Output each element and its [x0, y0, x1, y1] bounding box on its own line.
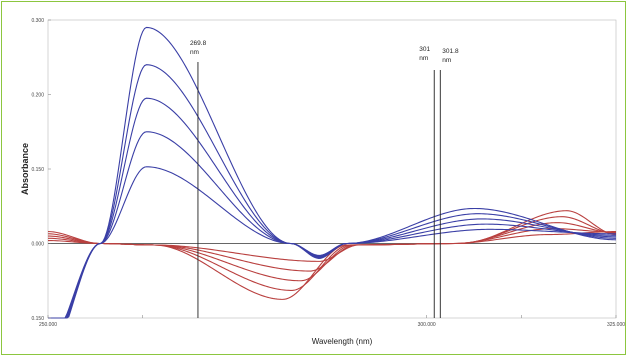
y-tick-label: 0.200 — [31, 93, 44, 99]
plot-area — [47, 19, 617, 319]
y-axis-label: Absorbance — [20, 143, 30, 195]
series-a-line-5 — [48, 166, 616, 319]
series-a-line-4 — [48, 131, 617, 319]
series-a-line-2 — [48, 64, 617, 319]
x-tick-label: 325.000 — [607, 322, 625, 328]
annotation-label-2: 301 — [419, 46, 430, 53]
y-tick-label: 0.000 — [31, 242, 44, 248]
annotation-unit-1: nm — [190, 49, 199, 56]
annotation-unit-2: nm — [419, 55, 428, 62]
series-b-line-5 — [47, 231, 617, 262]
annotation-label-1: 269.8 — [190, 40, 207, 47]
annotation-label-3: 301.8 — [442, 48, 459, 55]
y-tick-label: 0.150 — [31, 316, 44, 322]
x-axis-label: Wavelength (nm) — [312, 337, 373, 346]
annotation-unit-3: nm — [442, 57, 451, 64]
y-tick-label: 0.150 — [31, 167, 44, 173]
series-a-line-1 — [48, 26, 617, 319]
x-tick-label: 300.000 — [418, 322, 436, 328]
series-a-line-3 — [48, 97, 617, 319]
y-tick-label: 0.300 — [31, 18, 44, 24]
x-tick-label: 250.000 — [39, 322, 57, 328]
